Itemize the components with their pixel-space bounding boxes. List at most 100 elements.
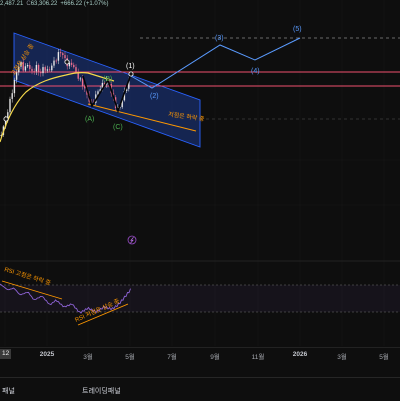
candle <box>33 68 35 75</box>
grid <box>0 0 400 346</box>
moving-average-line[interactable] <box>0 72 115 143</box>
impulse-wave-projection[interactable] <box>130 37 301 89</box>
candle-body <box>35 65 38 72</box>
script-icon-ring <box>127 235 137 245</box>
candle-body <box>33 71 35 72</box>
circle-marker-icon[interactable] <box>64 59 70 65</box>
close-label: C <box>26 1 31 7</box>
candle-body <box>11 93 13 99</box>
candle <box>13 77 16 97</box>
candle-body <box>20 62 22 67</box>
rsi-line[interactable] <box>0 283 131 314</box>
candle-body <box>15 72 18 80</box>
rsi-lows-rising-trendline[interactable] <box>77 303 129 326</box>
script-icon-glyph <box>130 236 134 244</box>
wave-label-c[interactable]: (C) <box>113 124 123 131</box>
candle-body <box>125 88 128 91</box>
time-axis-current-label: 12 <box>0 349 12 359</box>
time-axis-label: 3월 <box>337 354 347 361</box>
wave-label-4[interactable]: (4) <box>251 68 260 75</box>
candle-body <box>75 67 77 73</box>
candle <box>37 63 40 76</box>
rsi-pane[interactable] <box>0 283 131 314</box>
wave-label-5[interactable]: (5) <box>293 26 302 33</box>
candle <box>44 65 46 74</box>
candle-body <box>64 55 66 59</box>
candle <box>53 56 55 68</box>
candle-body <box>99 89 101 92</box>
candle <box>29 61 31 72</box>
candle <box>11 89 13 103</box>
candle-body <box>24 66 27 71</box>
candle <box>51 63 53 72</box>
candle-body <box>103 82 106 85</box>
candle-body <box>68 62 71 67</box>
tab-panel[interactable]: 패널 <box>2 388 15 395</box>
candle <box>35 61 38 75</box>
time-axis-label: 2026 <box>292 351 308 358</box>
candle <box>42 63 44 77</box>
candle-body <box>123 91 126 101</box>
candle <box>46 65 49 73</box>
candle-body <box>9 98 11 113</box>
low-value: 2,487.21 <box>0 1 24 7</box>
candle <box>24 63 27 72</box>
candle-body <box>18 66 20 73</box>
candle-body <box>101 82 104 90</box>
candle <box>59 48 62 57</box>
candle-body <box>57 52 60 61</box>
corrective-wave-abc[interactable] <box>82 73 132 114</box>
candle <box>31 66 33 75</box>
candle-body <box>97 91 99 95</box>
candle <box>70 59 73 68</box>
candle-body <box>13 79 16 94</box>
candle <box>81 75 84 90</box>
candle <box>40 68 42 77</box>
candle <box>73 62 75 69</box>
candle <box>55 58 57 64</box>
time-axis-label: 2025 <box>39 351 55 358</box>
candle-body <box>42 67 44 74</box>
rsi-band <box>0 285 400 312</box>
wave-label-a[interactable]: (A) <box>85 116 94 123</box>
candle-body <box>7 112 9 120</box>
price-change: +666.22 (+1.07%) <box>60 1 109 7</box>
wave-label-1[interactable]: (1) <box>126 63 135 70</box>
time-axis-label: 3월 <box>83 354 93 361</box>
candle-body <box>29 65 31 69</box>
candle <box>20 60 22 70</box>
bottom-panel: 패널 트레이딩패널 <box>0 377 400 401</box>
close-value: 63,306.22 <box>30 1 58 7</box>
candle-body <box>84 86 86 89</box>
candle-body <box>73 64 75 68</box>
price-chart[interactable]: (1) (2) (3) (4) (5) (A) (B) (C) 고점은 상승 중… <box>0 0 400 347</box>
candle-body <box>31 68 33 72</box>
time-axis[interactable]: 12 2025 3월 5월 7월 9월 11월 2026 3월 5월 <box>0 347 400 363</box>
descending-channel[interactable] <box>13 32 201 148</box>
candle <box>9 96 11 116</box>
candle-body <box>128 79 130 89</box>
close-pair: C 63,306.22 <box>26 0 57 9</box>
wave-label-2[interactable]: (2) <box>150 93 159 100</box>
tab-trading-panel[interactable]: 트레이딩패널 <box>82 388 121 395</box>
candle-body <box>44 67 46 71</box>
candle-body <box>79 78 82 80</box>
candle <box>62 52 64 59</box>
wave-label-b[interactable]: (B) <box>103 76 112 83</box>
candle-body <box>53 60 55 66</box>
wave-label-3[interactable]: (3) <box>215 35 224 42</box>
candle-body <box>40 72 42 74</box>
candle <box>64 51 66 62</box>
candle <box>57 49 60 65</box>
candle <box>79 77 82 82</box>
candle-body <box>70 62 73 65</box>
script-icon[interactable] <box>127 235 137 245</box>
candle <box>77 68 79 81</box>
candle-body <box>81 78 84 87</box>
rsi-highs-falling-trendline[interactable] <box>1 280 63 300</box>
circle-marker-icon[interactable] <box>3 116 9 122</box>
lows-falling-trendline[interactable] <box>87 103 197 132</box>
candle <box>26 63 29 69</box>
circle-marker-icon[interactable] <box>128 71 134 77</box>
candle-body <box>51 65 53 71</box>
